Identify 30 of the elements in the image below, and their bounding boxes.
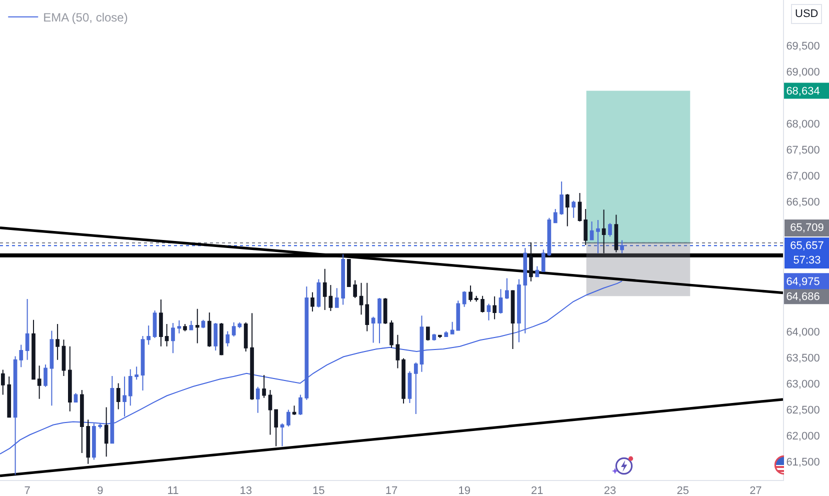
x-tick-label: 13 xyxy=(240,485,252,496)
y-tick-label: 67,000 xyxy=(786,170,820,183)
ref-line-label: 65,709 xyxy=(790,222,824,234)
x-tick-label: 7 xyxy=(24,485,30,496)
x-tick-label: 11 xyxy=(167,485,179,496)
y-tick-label: 64,686 xyxy=(786,290,820,303)
y-tick-label: 69,500 xyxy=(786,40,820,53)
ref-line-label: 65,657 57:33 xyxy=(790,240,824,266)
y-tick-label: 66,500 xyxy=(786,196,820,209)
x-tick-label: 15 xyxy=(312,485,325,496)
y-tick-label: 64,000 xyxy=(786,326,820,339)
y-tick-label: 62,500 xyxy=(786,404,820,417)
x-tick-label: 19 xyxy=(458,485,470,496)
y-tick-label: 62,000 xyxy=(786,430,820,443)
x-tick-label: 17 xyxy=(385,485,398,496)
x-tick-label: 27 xyxy=(750,485,762,496)
x-tick-label: 25 xyxy=(676,485,689,496)
y-tick-label: 68,634 xyxy=(786,86,820,98)
x-tick-label: 21 xyxy=(531,485,544,496)
y-tick-label: 63,500 xyxy=(786,352,820,365)
y-tick-label: 67,500 xyxy=(786,144,820,157)
y-tick-label: 64,975 xyxy=(786,276,820,288)
y-tick-label: 69,000 xyxy=(786,66,820,79)
x-tick-label: 23 xyxy=(604,485,616,496)
x-tick-label: 9 xyxy=(97,485,104,496)
y-tick-label: 63,000 xyxy=(786,378,820,391)
text: USD xyxy=(795,8,818,20)
legend-label: EMA (50, close) xyxy=(43,10,128,25)
y-tick-label: 68,000 xyxy=(786,118,820,131)
y-tick-label: 61,500 xyxy=(786,456,820,469)
